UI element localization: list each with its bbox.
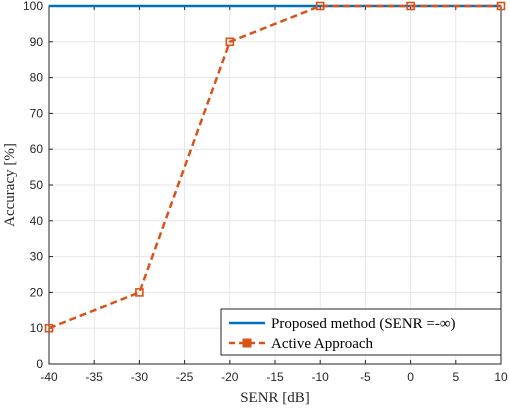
x-tick-label: -20 xyxy=(221,370,239,384)
ticks: -40 -35 -30 -25 -20 -15 -10 -5 0 5 100102030405060… xyxy=(23,0,508,384)
x-tick-label: -35 xyxy=(86,370,104,384)
data-point-active-approach xyxy=(225,37,235,47)
x-tick-label: -15 xyxy=(266,370,284,384)
legend-label-active-approach: Active Approach xyxy=(271,336,374,352)
y-tick-label: 50 xyxy=(30,178,44,192)
x-tick-label: -5 xyxy=(360,370,371,384)
x-tick-label: -25 xyxy=(176,370,194,384)
y-tick-label: 30 xyxy=(30,250,44,264)
y-tick-label: 100 xyxy=(23,0,43,13)
y-tick-label: 70 xyxy=(30,106,44,120)
data-point-active-approach xyxy=(135,288,144,297)
legend-box xyxy=(220,308,502,356)
y-tick-label: 40 xyxy=(30,214,44,228)
data-point-active-approach xyxy=(44,323,54,333)
data-point-active-approach xyxy=(496,1,506,11)
data-point-active-approach xyxy=(406,1,415,11)
y-tick-label: 80 xyxy=(30,71,44,85)
series-layer xyxy=(44,1,506,333)
legend: Proposed method (SENR =-∞) Active Approa… xyxy=(220,308,502,356)
y-axis-title: Accuracy [%] xyxy=(2,143,18,227)
data-point-active-approach xyxy=(315,1,325,11)
x-tick-label: -10 xyxy=(312,370,330,384)
y-tick-label: 60 xyxy=(30,142,44,156)
x-tick-label: 5 xyxy=(452,370,459,384)
x-tick-label: 0 xyxy=(407,370,414,384)
y-tick-label: 10 xyxy=(30,321,44,335)
legend-label-proposed-method: Proposed method (SENR =-∞) xyxy=(271,316,456,332)
y-tick-label: 90 xyxy=(30,35,44,49)
x-tick-label: -40 xyxy=(40,370,58,384)
series-line-active-approach xyxy=(48,4,501,330)
legend-marker-active-approach xyxy=(242,338,252,348)
x-axis-title: SENR [dB] xyxy=(240,390,310,406)
x-tick-label: 10 xyxy=(494,370,508,384)
x-tick-label: -30 xyxy=(131,370,149,384)
y-tick-label: 20 xyxy=(30,285,44,299)
y-tick-label: 0 xyxy=(36,357,43,371)
